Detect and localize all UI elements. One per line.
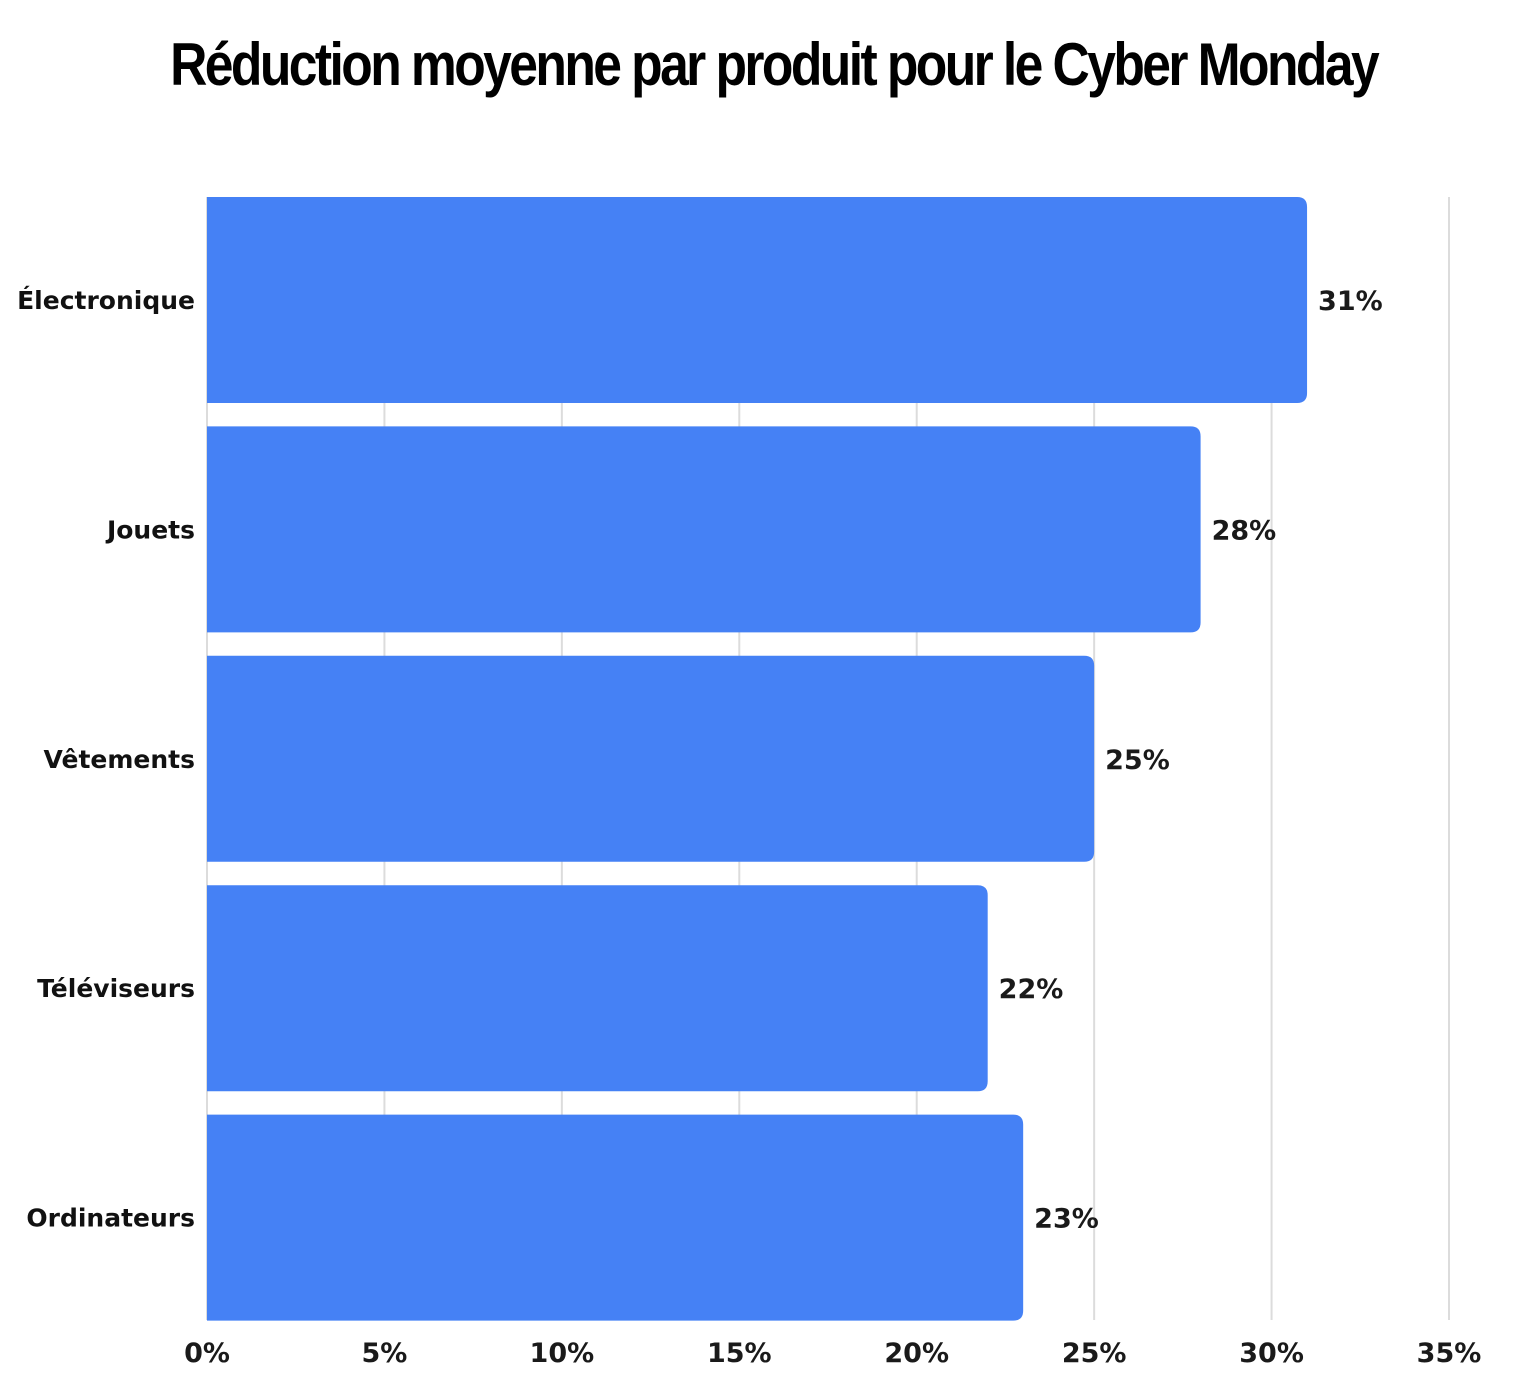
value-label-2: 28% xyxy=(1212,515,1277,546)
tick-label-35: 35% xyxy=(1417,1338,1482,1369)
bar-4 xyxy=(207,885,988,1092)
x-axis-tick-labels: 0% 5% 10% 15% 20% 25% 30% 35% xyxy=(184,1338,1481,1369)
category-labels: Électronique Jouets Vêtements Téléviseurs Or… xyxy=(17,286,195,1233)
value-label-3: 25% xyxy=(1105,745,1170,776)
tick-label-25: 25% xyxy=(1062,1338,1127,1369)
value-label-4: 22% xyxy=(999,974,1064,1005)
category-label-2: Jouets xyxy=(105,515,195,544)
category-label-4: Téléviseurs xyxy=(37,974,195,1003)
tick-label-30: 30% xyxy=(1239,1338,1304,1369)
tick-label-0: 0% xyxy=(184,1338,230,1369)
bar-3 xyxy=(207,655,1095,862)
value-labels: 31% 28% 25% 22% 23% xyxy=(999,286,1383,1235)
value-label-1: 31% xyxy=(1318,286,1383,317)
category-label-1: Électronique xyxy=(17,286,195,315)
category-label-5: Ordinateurs xyxy=(26,1204,195,1233)
chart-title: Réduction moyenne par produit pour le Cy… xyxy=(170,31,1380,98)
tick-label-5: 5% xyxy=(362,1338,408,1369)
bars xyxy=(207,197,1308,1321)
bar-1 xyxy=(207,197,1308,403)
value-label-5: 23% xyxy=(1034,1204,1099,1235)
tick-label-20: 20% xyxy=(884,1338,949,1369)
bar-5 xyxy=(207,1114,1024,1321)
tick-label-15: 15% xyxy=(707,1338,772,1369)
bar-2 xyxy=(207,426,1201,633)
tick-label-10: 10% xyxy=(530,1338,595,1369)
category-label-3: Vêtements xyxy=(44,745,195,774)
